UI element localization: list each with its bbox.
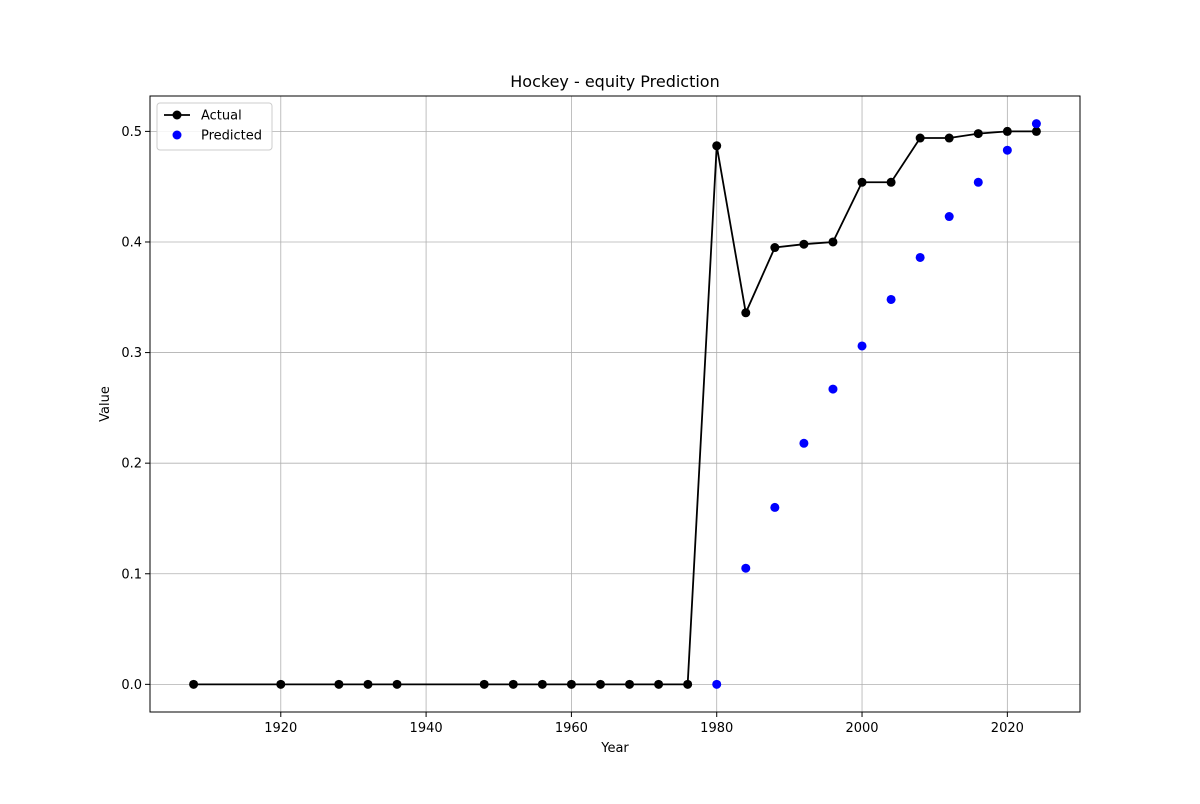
- actual-point: [595, 679, 605, 689]
- actual-point: [1031, 126, 1041, 136]
- actual-point: [566, 679, 576, 689]
- legend: Actual Predicted: [156, 102, 273, 151]
- predicted-point: [944, 212, 954, 222]
- actual-point: [857, 177, 867, 187]
- predicted-legend-label: Predicted: [201, 129, 262, 144]
- predicted-point: [973, 177, 983, 187]
- actual-point: [770, 243, 780, 253]
- actual-point: [886, 177, 896, 187]
- actual-point: [508, 679, 518, 689]
- predicted-point: [770, 502, 780, 512]
- actual-point: [334, 679, 344, 689]
- actual-point: [654, 679, 664, 689]
- predicted-point: [886, 294, 896, 304]
- x-tick-label: 1940: [410, 721, 443, 736]
- x-tick-label: 1980: [700, 721, 733, 736]
- actual-point: [625, 679, 635, 689]
- plot-frame: [149, 95, 1081, 713]
- actual-point: [712, 141, 722, 151]
- y-tick-label: 0.0: [121, 678, 142, 693]
- actual-point: [799, 239, 809, 249]
- chart-title: Hockey - equity Prediction: [510, 72, 719, 91]
- series-layer: [189, 119, 1041, 689]
- actual-point: [828, 237, 838, 247]
- predicted-point: [1002, 145, 1012, 155]
- y-tick-label: 0.1: [121, 567, 142, 582]
- actual-point: [683, 679, 693, 689]
- x-tick-label: 2000: [845, 721, 878, 736]
- predicted-point: [1031, 119, 1041, 129]
- predicted-point: [741, 563, 751, 573]
- predicted-point: [828, 384, 838, 394]
- y-tick-label: 0.3: [121, 346, 142, 361]
- predicted-point: [857, 341, 867, 351]
- actual-point: [276, 679, 286, 689]
- y-tick-label: 0.5: [121, 125, 142, 140]
- actual-point: [973, 129, 983, 139]
- actual-point: [1002, 126, 1012, 136]
- actual-legend-marker: [172, 110, 182, 120]
- predicted-point: [799, 438, 809, 448]
- predicted-point: [712, 679, 722, 689]
- actual-legend-label: Actual: [201, 109, 242, 124]
- actual-point: [479, 679, 489, 689]
- x-tick-label: 1960: [555, 721, 588, 736]
- actual-point: [741, 308, 751, 318]
- actual-point: [537, 679, 547, 689]
- grid-layer: [150, 96, 1080, 712]
- predicted-point: [915, 252, 925, 262]
- actual-point: [363, 679, 373, 689]
- y-axis-label: Value: [98, 386, 113, 422]
- y-tick-label: 0.2: [121, 457, 142, 472]
- actual-point: [915, 133, 925, 143]
- actual-point: [189, 679, 199, 689]
- x-tick-label: 2020: [991, 721, 1024, 736]
- actual-point: [944, 133, 954, 143]
- ticks-layer: 1920 1940 1960 1980 2000 2020 0.0 0.1 0.2 0.3 0.4 0…: [121, 125, 1024, 736]
- actual-point: [392, 679, 402, 689]
- y-tick-label: 0.4: [121, 235, 142, 250]
- x-axis-label: Year: [600, 741, 629, 756]
- x-tick-label: 1920: [264, 721, 297, 736]
- predicted-legend-marker: [172, 130, 182, 140]
